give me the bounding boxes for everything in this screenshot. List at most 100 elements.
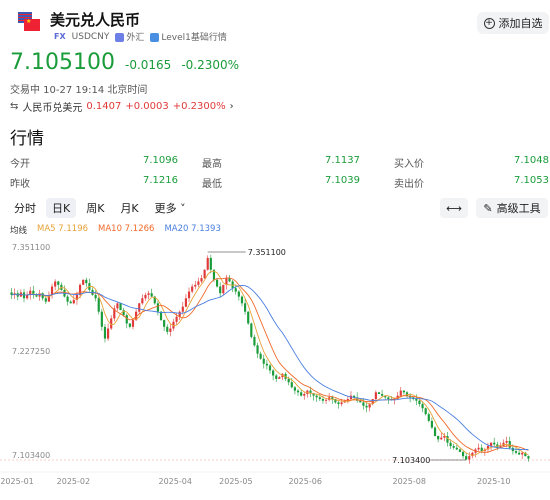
candle-body	[346, 399, 349, 401]
candle-body	[518, 452, 521, 455]
candle-body	[440, 437, 443, 440]
candle-body	[405, 392, 409, 396]
related-pair-link[interactable]: ⇆ 人民币兑美元 0.1407 +0.0003 +0.2300% ›	[10, 101, 234, 114]
ask-value: 7.1053	[514, 175, 549, 186]
candle-body	[41, 293, 44, 299]
candle-body	[340, 402, 343, 405]
candle-body	[424, 408, 427, 415]
candle-body	[110, 318, 113, 329]
candle-body	[489, 442, 493, 447]
plus-icon: +	[483, 17, 495, 29]
tab-monthly[interactable]: 月K	[120, 202, 139, 215]
quote-level-label[interactable]: Level1基础行情	[150, 30, 227, 43]
tab-daily[interactable]: 日K	[46, 198, 77, 218]
y-tick-label: 7.227250	[12, 347, 50, 356]
candle-body	[69, 301, 72, 304]
expand-button[interactable]: ⟷	[440, 198, 468, 218]
min-marker-label: 7.103400	[392, 456, 430, 465]
candle-body	[184, 298, 188, 307]
candle-body	[141, 298, 144, 304]
x-tick-label: 2025-01	[0, 477, 33, 486]
page-title: 美元兑人民币	[50, 11, 141, 29]
usd-cny-flag-icon	[18, 12, 40, 34]
high-value: 7.1137	[325, 155, 360, 166]
candle-body	[82, 279, 85, 285]
related-change-pct: +0.2300%	[172, 101, 226, 112]
candle-body	[119, 303, 122, 311]
candle-body	[215, 279, 219, 287]
candle-body	[57, 281, 60, 285]
candle-body	[234, 288, 237, 292]
candle-body	[521, 452, 524, 455]
candlestick-chart[interactable]: 7.351100 7.227250 7.103400 7.351100 7.103400…	[0, 236, 550, 500]
candle-body	[153, 296, 156, 304]
candle-body	[250, 323, 253, 337]
tab-intraday[interactable]: 分时	[14, 202, 36, 215]
ma-legend: 均线 MA5 7.1196 MA10 7.1266 MA20 7.1393	[10, 224, 221, 236]
candle-body	[29, 290, 32, 295]
candle-body	[191, 286, 194, 292]
candle-body	[384, 395, 387, 398]
candle-body	[303, 393, 306, 396]
forex-icon	[115, 33, 125, 42]
draw-tool-icon: ✎	[483, 201, 493, 215]
expand-horizontal-icon: ⟷	[446, 201, 462, 215]
candle-body	[399, 390, 402, 396]
candle-body	[228, 278, 231, 282]
candle-body	[293, 387, 296, 391]
candle-body	[172, 321, 175, 329]
ma20-line	[11, 284, 529, 451]
add-watchlist-button[interactable]: + 添加自选	[477, 12, 549, 34]
candle-body	[244, 303, 247, 312]
candle-body	[78, 284, 82, 295]
swap-icon: ⇆	[10, 101, 19, 112]
candle-body	[175, 316, 178, 322]
candle-body	[222, 284, 225, 294]
candle-body	[169, 328, 172, 332]
candle-body	[284, 373, 287, 379]
symbol-label: USDCNY	[71, 31, 110, 42]
candle-body	[219, 286, 222, 294]
candle-body	[415, 399, 418, 401]
price-change-pct: -0.2300%	[181, 58, 240, 72]
candle-body	[468, 456, 471, 460]
candle-body	[106, 328, 110, 339]
candle-body	[321, 399, 325, 401]
candle-body	[458, 449, 462, 452]
candle-body	[147, 293, 150, 295]
candle-body	[144, 294, 147, 299]
candle-body	[197, 281, 200, 285]
candle-body	[128, 323, 131, 327]
open-value: 7.1096	[143, 155, 178, 166]
tab-more[interactable]: 更多 ˅	[154, 202, 186, 215]
candle-body	[44, 298, 47, 302]
candle-body	[203, 269, 206, 279]
candle-body	[10, 292, 13, 295]
candle-body	[187, 291, 191, 299]
tab-weekly[interactable]: 周K	[86, 202, 105, 215]
x-tick-label: 2025-06	[289, 477, 322, 486]
candle-body	[312, 393, 315, 396]
period-tabs: 分时 日K 周K 月K 更多 ˅	[8, 198, 192, 218]
candle-body	[272, 370, 275, 376]
candle-body	[240, 296, 244, 304]
candle-body	[352, 395, 356, 398]
candle-body	[296, 390, 300, 393]
bid-value: 7.1048	[514, 155, 549, 166]
candle-body	[156, 303, 159, 312]
candle-body	[527, 456, 530, 459]
candle-body	[66, 296, 69, 302]
fx-tag: FX	[54, 32, 66, 41]
advanced-tools-button[interactable]: ✎ 高级工具	[476, 198, 548, 218]
candle-body	[493, 442, 496, 445]
candle-body	[427, 414, 430, 421]
candle-body	[85, 279, 88, 284]
candle-body	[268, 365, 272, 371]
candle-body	[178, 311, 181, 317]
candle-body	[209, 257, 212, 270]
candle-body	[514, 451, 518, 453]
candle-body	[465, 456, 468, 460]
candle-body	[97, 298, 100, 312]
x-tick-label: 2025-04	[159, 477, 192, 486]
instrument-meta: FX USDCNY 外汇 Level1基础行情	[54, 30, 227, 44]
